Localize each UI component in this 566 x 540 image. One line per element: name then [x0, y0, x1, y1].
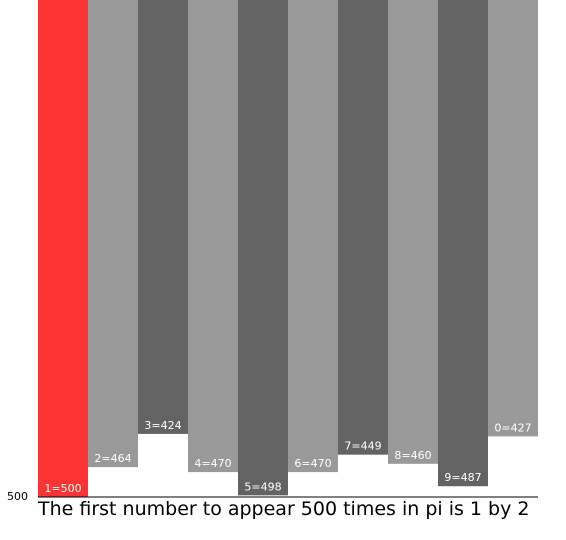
bar-label-5: 5=498 — [244, 480, 281, 493]
bar-3 — [138, 0, 188, 434]
bar-label-0: 0=427 — [494, 421, 531, 434]
bar-label-4: 4=470 — [194, 457, 231, 470]
bar-7 — [338, 0, 388, 455]
chart-title: The first number to appear 500 times in … — [38, 498, 530, 520]
bar-4 — [188, 0, 238, 473]
bar-labels-group: 1=500 2=464 3=424 4=470 5=498 6=470 7=449 8=460… — [44, 419, 531, 495]
bar-8 — [388, 0, 438, 464]
bar-label-9: 9=487 — [444, 471, 481, 484]
bar-label-7: 7=449 — [344, 440, 381, 453]
bars-group — [38, 0, 538, 497]
y-axis-tick-label: 500 — [7, 490, 28, 503]
bar-9 — [438, 0, 488, 487]
bar-0 — [488, 0, 538, 437]
bar-label-6: 6=470 — [294, 457, 331, 470]
bar-2 — [88, 0, 138, 468]
bar-label-3: 3=424 — [144, 419, 181, 432]
bar-label-1: 1=500 — [44, 482, 81, 495]
bar-1 — [38, 0, 88, 497]
bar-5 — [238, 0, 288, 496]
bar-6 — [288, 0, 338, 473]
bar-label-8: 8=460 — [394, 449, 431, 462]
bar-label-2: 2=464 — [94, 452, 131, 465]
